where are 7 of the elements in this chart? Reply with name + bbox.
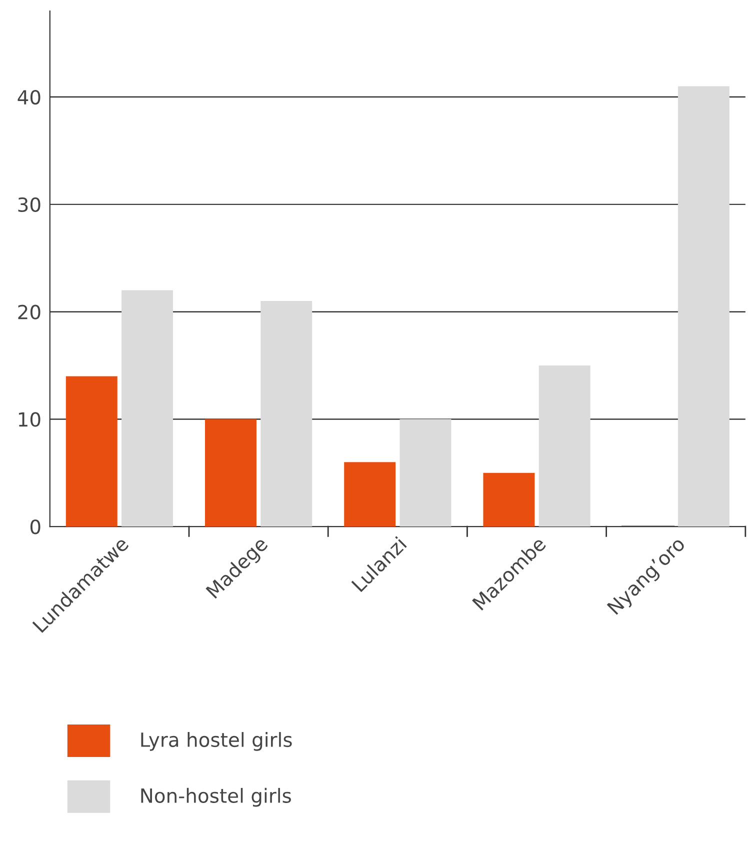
y-tick-label: 30 [18,197,40,212]
y-tick-label: 40 [18,90,40,105]
y-tick-label: 20 [18,304,40,320]
legend-label: Non-hostel girls [141,788,291,807]
y-tick-label: 10 [18,412,40,427]
y-tick-label: 0 [30,519,40,534]
legend-label: Lyra hostel girls [141,732,292,751]
